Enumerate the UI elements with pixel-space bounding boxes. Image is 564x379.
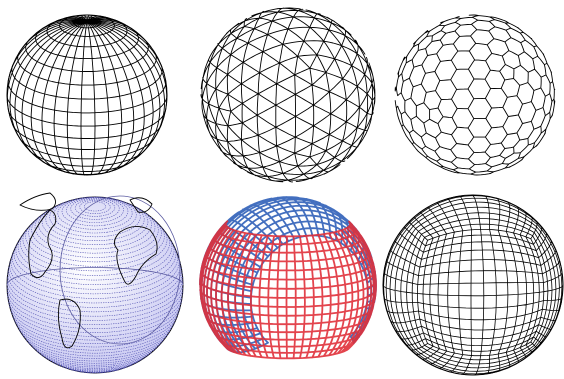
dotted-grid <box>6 196 184 374</box>
panel-boundary <box>6 267 184 286</box>
panel-boundary <box>59 195 181 345</box>
cubed-sphere-grid <box>382 194 564 376</box>
lat-lon-grid <box>6 14 168 176</box>
hexagon-grid <box>394 14 556 176</box>
sphere-outline <box>382 194 564 376</box>
yin-grid <box>199 220 377 360</box>
coastlines <box>19 192 158 349</box>
sphere-outline <box>6 14 168 176</box>
triangle-grid <box>200 7 376 183</box>
